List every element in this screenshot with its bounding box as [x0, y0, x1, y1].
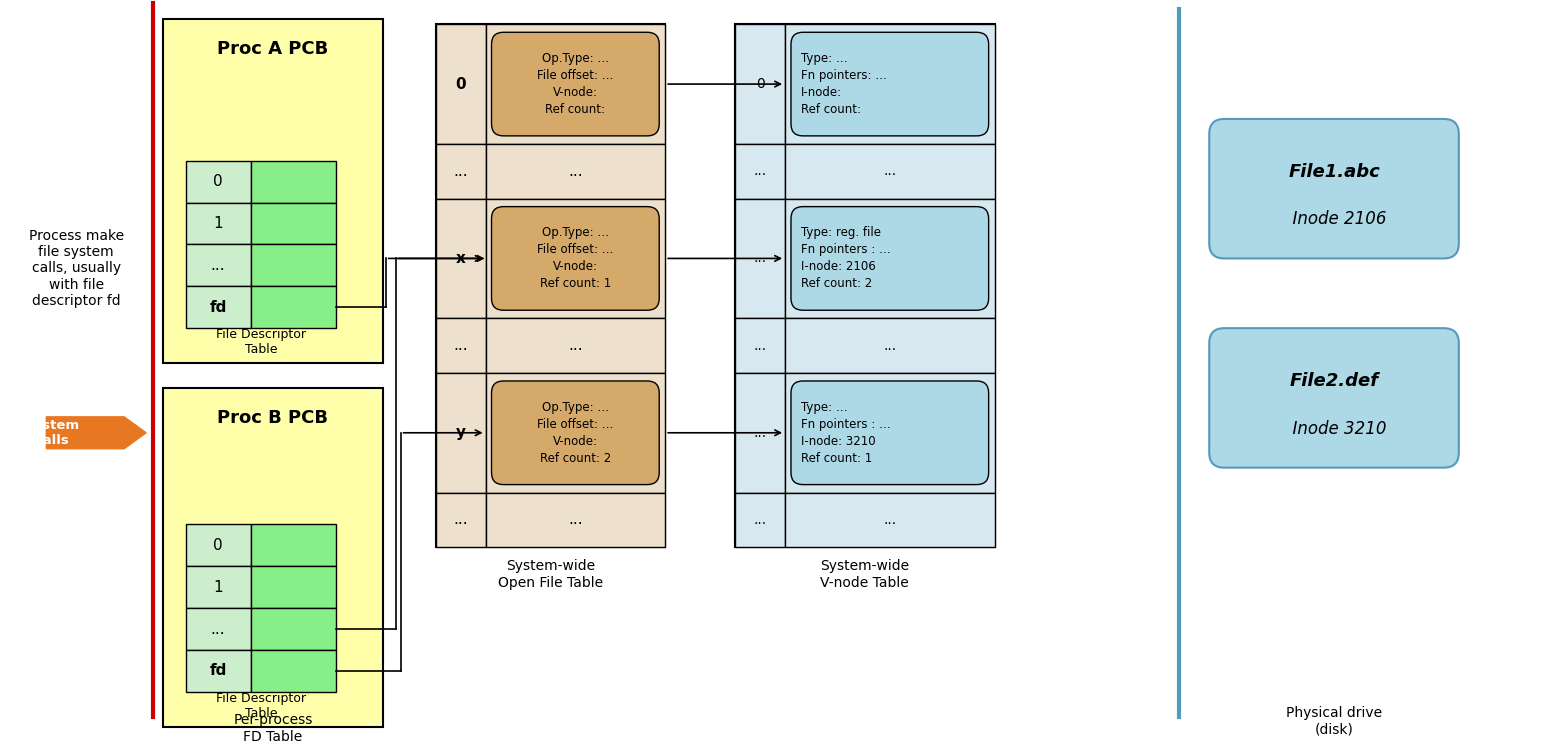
Text: ...: ... — [754, 251, 767, 266]
Text: Physical drive
(disk): Physical drive (disk) — [1286, 706, 1381, 737]
FancyBboxPatch shape — [251, 203, 336, 245]
FancyBboxPatch shape — [251, 161, 336, 203]
Text: 0: 0 — [756, 77, 765, 91]
Text: ...: ... — [568, 512, 583, 527]
Text: Type: …
Fn pointers: …
I-node:
Ref count:: Type: … Fn pointers: … I-node: Ref count… — [801, 52, 887, 116]
FancyBboxPatch shape — [187, 608, 251, 650]
Text: Inode 2106: Inode 2106 — [1281, 210, 1386, 228]
FancyBboxPatch shape — [790, 32, 989, 136]
FancyBboxPatch shape — [786, 24, 994, 144]
FancyBboxPatch shape — [251, 650, 336, 692]
FancyBboxPatch shape — [187, 203, 251, 245]
FancyBboxPatch shape — [735, 199, 786, 318]
FancyBboxPatch shape — [486, 493, 665, 548]
FancyBboxPatch shape — [486, 373, 665, 493]
FancyBboxPatch shape — [486, 199, 665, 318]
FancyBboxPatch shape — [486, 24, 665, 144]
Text: ...: ... — [754, 165, 767, 178]
FancyBboxPatch shape — [187, 566, 251, 608]
FancyBboxPatch shape — [187, 524, 251, 566]
Text: ...: ... — [210, 622, 226, 637]
Text: Op.Type: …
File offset: …
V-node:
Ref count:: Op.Type: … File offset: … V-node: Ref co… — [538, 52, 613, 116]
Text: Op.Type: …
File offset: …
V-node:
Ref count: 2: Op.Type: … File offset: … V-node: Ref co… — [538, 401, 613, 465]
Text: Op.Type: …
File offset: …
V-node:
Ref count: 1: Op.Type: … File offset: … V-node: Ref co… — [538, 227, 613, 290]
FancyBboxPatch shape — [436, 493, 486, 548]
Text: System-wide
Open File Table: System-wide Open File Table — [499, 560, 604, 589]
Text: Type: …
Fn pointers : …
I-node: 3210
Ref count: 1: Type: … Fn pointers : … I-node: 3210 Ref… — [801, 401, 891, 465]
FancyBboxPatch shape — [735, 24, 994, 548]
Text: ...: ... — [754, 426, 767, 440]
FancyBboxPatch shape — [163, 388, 383, 727]
Text: x: x — [456, 251, 466, 266]
Text: 1: 1 — [213, 216, 223, 231]
FancyBboxPatch shape — [735, 318, 786, 373]
Text: System-wide
V-node Table: System-wide V-node Table — [820, 560, 909, 589]
FancyBboxPatch shape — [251, 286, 336, 328]
FancyBboxPatch shape — [735, 493, 786, 548]
Text: Proc A PCB: Proc A PCB — [218, 40, 329, 58]
FancyBboxPatch shape — [786, 493, 994, 548]
FancyBboxPatch shape — [486, 144, 665, 199]
Text: y: y — [456, 426, 466, 441]
Text: Type: reg. file
Fn pointers : …
I-node: 2106
Ref count: 2: Type: reg. file Fn pointers : … I-node: … — [801, 227, 891, 290]
Text: 0: 0 — [455, 76, 466, 91]
Text: 0: 0 — [213, 538, 223, 553]
FancyBboxPatch shape — [491, 381, 659, 485]
Text: Process make
file system
calls, usually
with file
descriptor fd: Process make file system calls, usually … — [28, 229, 124, 307]
Text: ...: ... — [568, 338, 583, 353]
FancyBboxPatch shape — [735, 373, 786, 493]
FancyBboxPatch shape — [187, 161, 251, 203]
Text: File1.abc: File1.abc — [1289, 163, 1380, 181]
Text: fd: fd — [209, 300, 227, 315]
FancyBboxPatch shape — [251, 566, 336, 608]
FancyBboxPatch shape — [251, 524, 336, 566]
Text: File2.def: File2.def — [1289, 373, 1378, 390]
FancyBboxPatch shape — [1209, 119, 1458, 258]
FancyBboxPatch shape — [786, 144, 994, 199]
Text: 0: 0 — [213, 174, 223, 189]
FancyBboxPatch shape — [436, 318, 486, 373]
Text: ...: ... — [754, 339, 767, 352]
FancyBboxPatch shape — [786, 373, 994, 493]
FancyBboxPatch shape — [251, 608, 336, 650]
FancyBboxPatch shape — [790, 381, 989, 485]
FancyBboxPatch shape — [491, 32, 659, 136]
FancyBboxPatch shape — [187, 286, 251, 328]
Text: Inode 3210: Inode 3210 — [1281, 420, 1386, 438]
FancyBboxPatch shape — [436, 24, 486, 144]
Text: Proc B PCB: Proc B PCB — [218, 409, 328, 427]
FancyBboxPatch shape — [786, 199, 994, 318]
FancyBboxPatch shape — [790, 206, 989, 310]
FancyBboxPatch shape — [486, 318, 665, 373]
Text: File Descriptor
Table: File Descriptor Table — [216, 328, 306, 356]
Text: ...: ... — [883, 339, 897, 352]
FancyBboxPatch shape — [735, 144, 786, 199]
FancyBboxPatch shape — [1209, 328, 1458, 468]
Text: ...: ... — [754, 513, 767, 527]
Text: ...: ... — [210, 258, 226, 273]
FancyBboxPatch shape — [436, 24, 665, 548]
Text: ...: ... — [883, 165, 897, 178]
Text: ...: ... — [568, 164, 583, 179]
FancyBboxPatch shape — [251, 245, 336, 286]
Text: ...: ... — [453, 338, 467, 353]
FancyBboxPatch shape — [735, 24, 786, 144]
FancyBboxPatch shape — [436, 144, 486, 199]
Text: System
Calls: System Calls — [24, 419, 78, 447]
FancyBboxPatch shape — [163, 19, 383, 363]
FancyBboxPatch shape — [786, 318, 994, 373]
Text: ...: ... — [883, 513, 897, 527]
FancyBboxPatch shape — [187, 245, 251, 286]
Text: 1: 1 — [213, 580, 223, 595]
Text: ...: ... — [453, 512, 467, 527]
Text: Per-process
FD Table: Per-process FD Table — [234, 714, 312, 744]
FancyBboxPatch shape — [491, 206, 659, 310]
FancyBboxPatch shape — [436, 373, 486, 493]
Text: fd: fd — [209, 663, 227, 678]
FancyBboxPatch shape — [187, 650, 251, 692]
FancyArrow shape — [47, 417, 146, 449]
FancyBboxPatch shape — [436, 199, 486, 318]
Text: ...: ... — [453, 164, 467, 179]
Text: File Descriptor
Table: File Descriptor Table — [216, 692, 306, 720]
